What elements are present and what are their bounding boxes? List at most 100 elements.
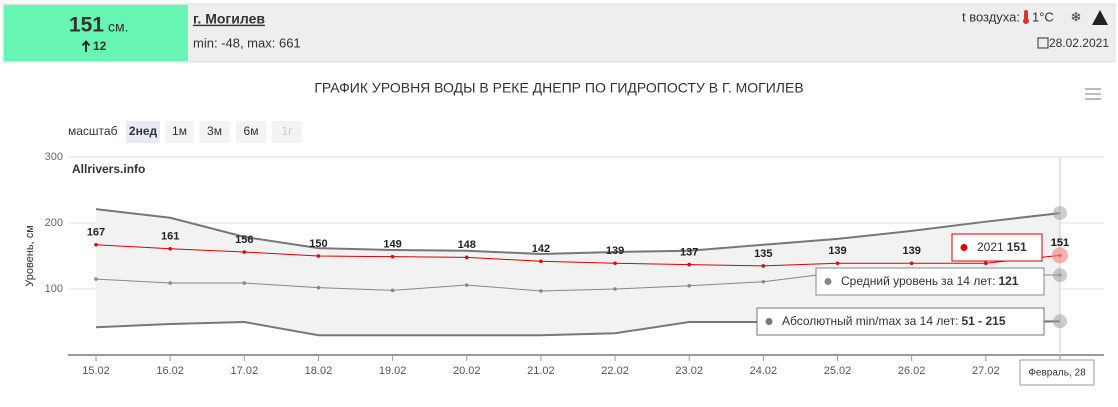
chart-title: ГРАФИК УРОВНЯ ВОДЫ В РЕКЕ ДНЕПР ПО ГИДРО… xyxy=(314,80,803,96)
x-tick-label: 20.02 xyxy=(453,365,481,377)
scale-button-bg xyxy=(126,121,160,143)
point xyxy=(687,262,691,267)
data-label: 142 xyxy=(532,243,550,255)
tooltip-part: 151 xyxy=(1007,240,1027,254)
date-tooltip-text: Февраль, 28 xyxy=(1028,368,1086,379)
x-tick-label: 26.02 xyxy=(898,365,926,377)
scale-button[interactable]: 1м xyxy=(165,121,194,143)
hover-2021 xyxy=(1051,247,1068,264)
point xyxy=(316,285,321,290)
tooltip-part: за 14 лет: xyxy=(941,274,995,288)
data-label: 149 xyxy=(383,239,401,251)
tooltip-box xyxy=(815,267,1045,296)
arrow-up-icon xyxy=(81,40,91,52)
data-label: 150 xyxy=(309,238,327,250)
hover-high xyxy=(1052,206,1067,221)
scale-button[interactable]: 6м xyxy=(236,121,266,143)
tooltip-text: 2021 151 xyxy=(977,240,1027,254)
y-tick-label: 100 xyxy=(45,283,63,295)
credit: Allrivers.info xyxy=(72,162,145,176)
level: 151 xyxy=(69,14,104,37)
data-label: 137 xyxy=(680,246,698,258)
data-label: 156 xyxy=(235,234,253,246)
scale-button-label: 6м xyxy=(244,124,259,138)
x-tick-label: 15.02 xyxy=(82,365,110,377)
x-tick-label: 16.02 xyxy=(156,365,184,377)
point xyxy=(316,254,321,258)
hover-avg xyxy=(1052,268,1067,283)
data-label: 139 xyxy=(902,245,920,257)
tooltip-part: 121 xyxy=(998,274,1018,288)
tooltip-dot xyxy=(765,318,773,325)
y-tick-label: 300 xyxy=(45,151,63,163)
snow-icon: ❄ xyxy=(1071,9,1082,24)
station-link[interactable]: г. Могилев xyxy=(193,11,265,27)
scale-button[interactable]: 3м xyxy=(199,121,230,143)
point xyxy=(613,287,617,291)
x-tick-label: 25.02 xyxy=(824,365,852,377)
tooltip-part: 2021 xyxy=(977,240,1004,254)
point xyxy=(984,261,988,266)
level-box xyxy=(4,5,188,61)
point xyxy=(242,281,247,285)
data-label: 161 xyxy=(161,231,179,243)
data-label: 151 xyxy=(1051,237,1069,249)
hover-low xyxy=(1052,314,1067,329)
data-label: 139 xyxy=(828,245,846,257)
scale-button-bg xyxy=(165,121,194,143)
tooltip-part: 51 - 215 xyxy=(961,314,1005,328)
point xyxy=(464,255,469,260)
scale-label: масштаб xyxy=(68,124,118,138)
point xyxy=(761,264,766,268)
air-label: t воздуха: xyxy=(962,9,1020,24)
tooltip-part: Средний уровень xyxy=(841,274,938,288)
scale-button-bg xyxy=(272,121,302,143)
tooltip-part: за 14 лет: xyxy=(904,314,958,328)
x-tick-label: 17.02 xyxy=(231,365,259,377)
data-label: 148 xyxy=(458,239,476,251)
calendar-icon xyxy=(1037,37,1049,49)
data-label: 135 xyxy=(754,248,772,260)
y-tick-label: 200 xyxy=(45,217,63,229)
tooltip-dot xyxy=(960,244,968,251)
tooltip: Средний уровень за 14 лет: 121 xyxy=(815,267,1045,296)
header-bar xyxy=(2,3,1116,63)
station-minmax: min: -48, max: 661 xyxy=(193,35,301,50)
point xyxy=(464,283,469,287)
x-tick-label: 27.02 xyxy=(972,365,1000,377)
tooltip-text: Абсолютный min/max за 14 лет: 51 - 215 xyxy=(782,314,1006,328)
tooltip-box xyxy=(756,307,1045,336)
point xyxy=(761,279,766,284)
air-temp: 1°C xyxy=(1032,9,1054,24)
data-label: 139 xyxy=(606,245,624,257)
scale-button-bg xyxy=(236,121,266,143)
x-tick-label: 23.02 xyxy=(675,365,703,377)
x-tick-label: 24.02 xyxy=(750,365,778,377)
scale-button-bg xyxy=(199,121,230,143)
y-axis-label: Уровень, см xyxy=(24,225,36,287)
point xyxy=(168,246,172,251)
point xyxy=(835,261,840,266)
point xyxy=(94,277,98,281)
tooltip: 2021 151 xyxy=(951,233,1043,262)
level-change: 12 xyxy=(93,39,107,53)
series-line xyxy=(95,244,1061,267)
point xyxy=(390,288,395,293)
scale-button[interactable]: 1г xyxy=(272,121,302,143)
warning-icon xyxy=(1092,10,1108,25)
scale-button-label: 2нед xyxy=(129,124,158,138)
point xyxy=(613,261,617,266)
range-high-line xyxy=(95,208,1061,256)
point xyxy=(242,250,247,254)
scale-button[interactable]: 2нед xyxy=(126,121,160,143)
point xyxy=(539,259,543,264)
x-tick-label: 18.02 xyxy=(305,365,333,377)
tooltip-dot xyxy=(824,278,832,285)
tooltip: Абсолютный min/max за 14 лет: 51 - 215 xyxy=(756,307,1045,336)
scale-button-label: 1г xyxy=(281,124,293,138)
menu-icon[interactable] xyxy=(1085,88,1101,100)
date-tooltip: Февраль, 28 xyxy=(1019,359,1095,386)
point xyxy=(168,281,172,285)
